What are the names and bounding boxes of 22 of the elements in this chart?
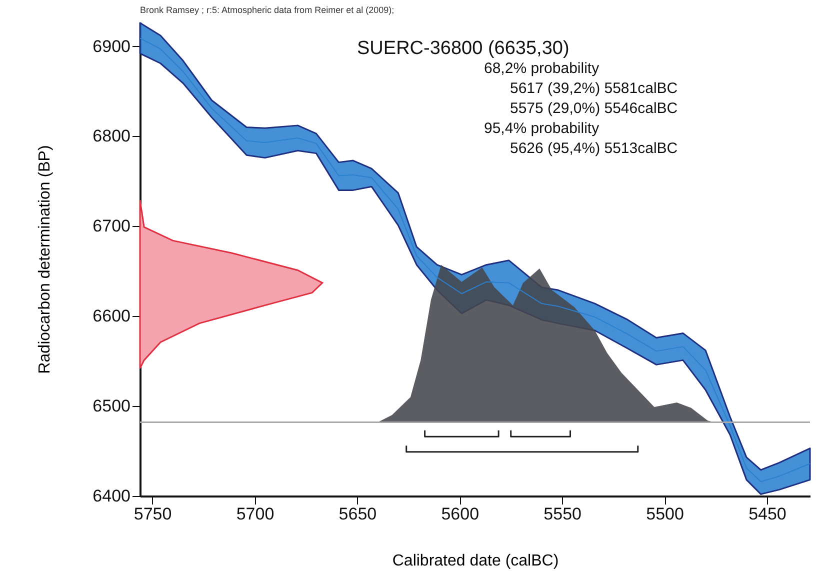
x-axis-title: Calibrated date (calBC) — [392, 552, 559, 570]
y-tick-label: 6800 — [92, 126, 130, 146]
x-tick-label: 5750 — [134, 504, 172, 524]
x-tick-label: 5650 — [338, 504, 377, 524]
y-tick-label: 6600 — [92, 306, 130, 326]
x-tick-label: 5500 — [646, 504, 684, 524]
annotation: 95,4% probability — [484, 120, 600, 137]
y-tick-label: 6700 — [92, 216, 130, 236]
x-tick-label: 5550 — [544, 504, 582, 524]
x-tick-label: 5600 — [441, 504, 480, 524]
y-axis-title: Radiocarbon determination (BP) — [36, 145, 54, 374]
y-tick-label: 6400 — [92, 486, 130, 506]
x-tick-label: 5450 — [748, 504, 786, 524]
annotation: SUERC-36800 (6635,30) — [357, 38, 570, 59]
y-tick-label: 6900 — [92, 36, 130, 56]
annotation: 5617 (39,2%) 5581calBC — [510, 80, 678, 97]
text: Bronk Ramsey ; r:5: Atmospheric data from Reimer et al (2009); — [140, 5, 394, 15]
y-tick-label: 6500 — [92, 396, 130, 416]
annotation: 5626 (95,4%) 5513calBC — [510, 140, 678, 157]
annotation: 5575 (29,0%) 5546calBC — [510, 100, 678, 117]
x-tick-label: 5700 — [236, 504, 274, 524]
annotation: 68,2% probability — [484, 60, 600, 77]
